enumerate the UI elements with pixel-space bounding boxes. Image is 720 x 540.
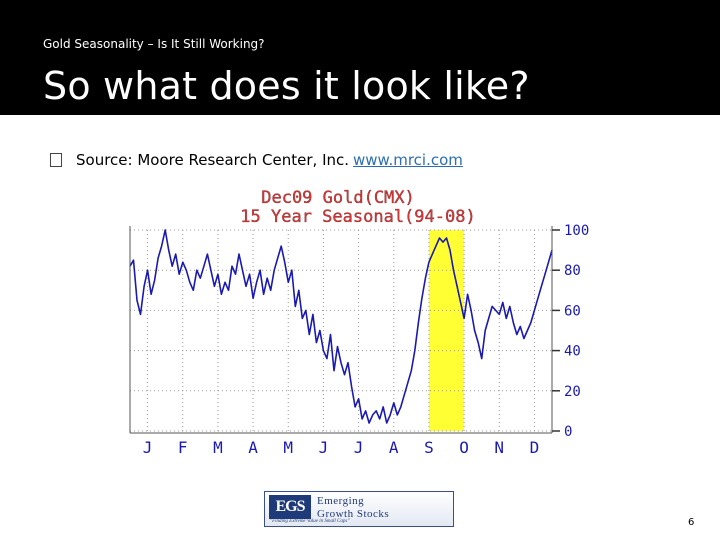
y-tick-label: 0 [564,424,572,440]
y-tick-label: 60 [564,303,581,319]
breadcrumb: Gold Seasonality – Is It Still Working? [43,37,265,51]
chart-axes [129,226,553,434]
y-tick-label: 100 [564,223,589,239]
seasonal-chart: Dec09 Gold(CMX) 15 Year Seasonal(94-08) … [129,188,590,457]
x-tick-label: A [389,438,399,457]
egs-logo-tagline: "Finding Extreme Value in Small Caps" [270,519,350,524]
y-tick-label: 80 [564,263,581,279]
x-tick-label: O [459,438,469,457]
x-tick-label: M [283,438,293,457]
seasonal-highlight [428,230,465,431]
chart-subtitle: 15 Year Seasonal(94-08) [240,207,475,227]
chart-grid [130,229,552,432]
series-line [129,229,553,424]
x-tick-label: F [178,438,188,457]
chart-tick-labels: 100 80 60 40 20 0 J F M A M J J A S O N D [143,223,590,457]
source-bullet: Source: Moore Research Center, Inc. www.… [50,150,463,170]
source-link[interactable]: www.mrci.com [353,151,463,169]
y-tick-label: 40 [564,344,581,360]
x-tick-label: M [213,438,223,457]
source-text: Source: Moore Research Center, Inc. [76,151,350,169]
page-number: 6 [688,517,695,528]
x-tick-label: J [143,438,153,457]
x-tick-label: S [424,438,434,457]
x-tick-label: J [319,438,329,457]
x-tick-label: D [530,438,540,457]
x-tick-label: N [494,438,504,457]
egs-logo: EGS Emerging Growth Stocks "Finding Extr… [264,491,454,527]
x-tick-label: A [248,438,258,457]
x-tick-label: J [354,438,364,457]
egs-logo-mark: EGS [269,495,311,519]
egs-logo-line1: Emerging [317,495,365,507]
page-title: So what does it look like? [43,64,530,108]
y-tick-label: 20 [564,384,581,400]
slide-header: Gold Seasonality – Is It Still Working? … [0,0,720,115]
egs-logo-line2: Growth Stocks [317,508,390,520]
square-bullet-icon [50,153,62,167]
chart-title: Dec09 Gold(CMX) [261,188,415,208]
